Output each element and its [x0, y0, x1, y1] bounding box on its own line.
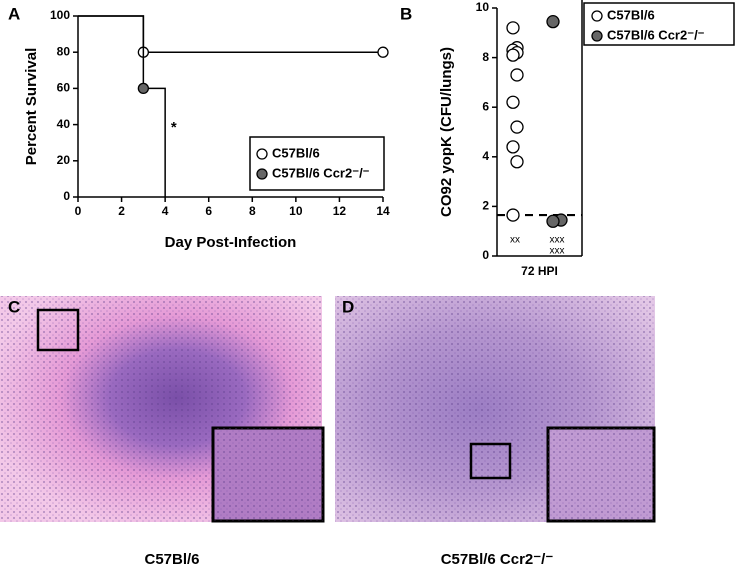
panel-letter: B	[400, 4, 412, 23]
survival-line	[78, 15, 166, 197]
legend-label: C57Bl/6 Ccr2⁻/⁻	[272, 165, 370, 180]
below-label: xxx	[550, 235, 565, 246]
legend-marker	[591, 10, 603, 22]
y-axis-label: Percent Survival	[23, 48, 40, 166]
x-tick-label: 10	[289, 204, 303, 218]
below-label: xxx	[550, 246, 565, 257]
y-tick-label: 10	[476, 0, 490, 14]
y-tick-label: 4	[482, 149, 489, 163]
point	[506, 48, 520, 62]
point	[506, 21, 520, 35]
legend-label: C57Bl/6	[272, 145, 320, 160]
panel-letter: A	[8, 4, 20, 23]
x-tick-label: 0	[75, 204, 82, 218]
caption: C57Bl/6	[144, 551, 199, 568]
y-axis-label: CO92 yopK (CFU/lungs)	[438, 47, 455, 217]
y-tick-label: 80	[57, 44, 71, 58]
x-tick-label: 2	[118, 204, 125, 218]
image-d	[335, 296, 656, 523]
x-tick-label: 14	[376, 204, 390, 218]
point	[377, 46, 389, 58]
y-tick-label: 100	[50, 8, 70, 22]
survival-line	[78, 15, 383, 53]
x-tick-label: 12	[333, 204, 347, 218]
legend-marker	[256, 148, 268, 160]
y-tick-label: 0	[63, 189, 70, 203]
y-tick-label: 40	[57, 117, 71, 131]
x-tick-label: 6	[205, 204, 212, 218]
image-c	[0, 296, 325, 523]
x-tick-label: 8	[249, 204, 256, 218]
point	[510, 120, 524, 134]
x-tick-label: 4	[162, 204, 169, 218]
legend-box	[583, 2, 735, 46]
y-tick-label: 60	[57, 81, 71, 95]
below-label: xx	[510, 235, 520, 246]
y-tick-label: 8	[482, 50, 489, 64]
point	[506, 208, 520, 222]
y-tick-label: 20	[57, 153, 71, 167]
y-tick-label: 2	[482, 199, 489, 213]
panel-letter: C	[8, 297, 20, 316]
y-tick-label: 6	[482, 99, 489, 113]
point	[546, 214, 560, 228]
caption: C57Bl/6 Ccr2⁻/⁻	[441, 551, 554, 568]
y-tick-label: 0	[482, 248, 489, 262]
legend-box	[249, 136, 385, 191]
panel-letter: D	[342, 297, 354, 316]
annotation: *	[171, 119, 177, 136]
legend-label: C57Bl/6 Ccr2⁻/⁻	[607, 27, 705, 42]
x-tick-label: 72 HPI	[521, 264, 558, 278]
legend-marker	[591, 30, 603, 42]
point	[510, 155, 524, 169]
legend-label: C57Bl/6	[607, 7, 655, 22]
point	[506, 95, 520, 109]
legend-marker	[256, 168, 268, 180]
point	[137, 82, 150, 95]
point	[506, 140, 520, 154]
point	[510, 68, 524, 82]
x-axis-label: Day Post-Infection	[165, 234, 297, 251]
point	[546, 14, 560, 29]
